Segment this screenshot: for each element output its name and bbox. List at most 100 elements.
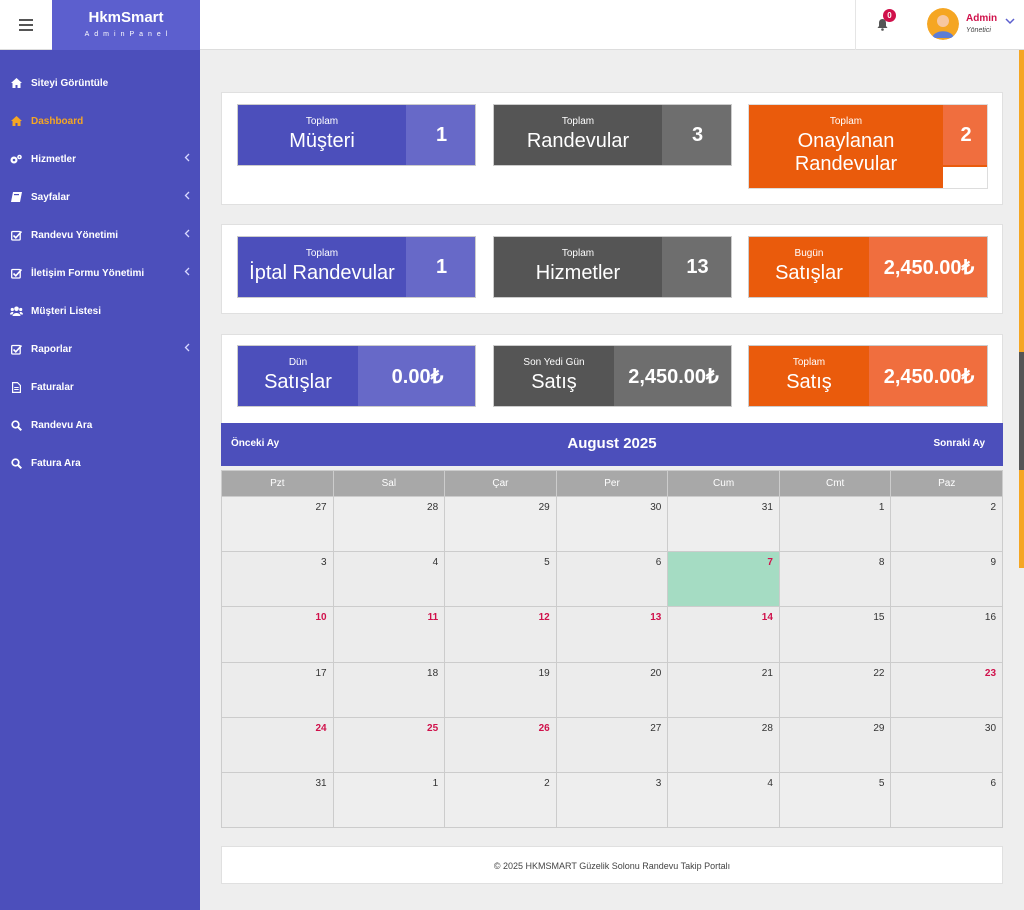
sidebar-item-3[interactable]: Hizmetler (0, 147, 200, 171)
calendar-day[interactable]: 16 (891, 607, 1004, 663)
calendar-day-today[interactable]: 7 (668, 552, 780, 608)
stat-card-total-appointments[interactable]: Toplam Randevular 3 (493, 104, 732, 166)
sidebar-item-6[interactable]: İletişim Formu Yönetimi (0, 261, 200, 285)
scrollbar-thumb[interactable] (1019, 352, 1024, 470)
sidebar-item-5[interactable]: Randevu Yönetimi (0, 223, 200, 247)
calendar-day[interactable]: 25 (333, 717, 446, 773)
user-menu[interactable]: Admin Yönetici (925, 6, 1020, 44)
sidebar-item-label: Fatura Ara (31, 457, 81, 469)
sidebar-item-8[interactable]: Raporlar (0, 337, 200, 361)
stat-card-total-sales[interactable]: Toplam Satış 2,450.00₺ (748, 345, 988, 407)
calendar-day[interactable]: 31 (222, 772, 334, 829)
stat-card-yesterday-sales[interactable]: Dün Satışlar 0.00₺ (237, 345, 476, 407)
chevron-left-icon (184, 191, 190, 203)
user-role: Yönetici (966, 27, 991, 34)
sidebar: Siteyi Görüntüle Dashboard Hizmetler Sayfal… (0, 50, 200, 910)
calendar-day[interactable]: 28 (333, 497, 446, 553)
cogs-icon (9, 152, 23, 166)
calendar-day[interactable]: 8 (779, 552, 892, 608)
sidebar-item-label: Randevu Yönetimi (31, 229, 119, 241)
calendar-day[interactable]: 27 (222, 497, 334, 553)
calendar-day[interactable]: 23 (891, 662, 1004, 718)
stat-big-label: Onaylanan Randevular (794, 130, 898, 175)
calendar-day[interactable]: 29 (445, 497, 557, 553)
calendar-day[interactable]: 27 (556, 717, 669, 773)
calendar-day[interactable]: 14 (668, 607, 780, 663)
brand-logo[interactable]: HkmSmart AdminPanel (52, 0, 200, 50)
calendar-grid: Pzt Sal Çar Per Cum Cmt Paz 27 28 29 30 31 1 2 3 4 5 6 7 8 9… (221, 470, 1004, 829)
chevron-left-icon (184, 343, 190, 355)
calendar-day[interactable]: 30 (891, 717, 1004, 773)
calendar-week-row: 31 1 2 3 4 5 6 (222, 772, 1004, 829)
calendar-day[interactable]: 31 (668, 497, 780, 553)
weekday-header-row: Pzt Sal Çar Per Cum Cmt Paz (222, 471, 1004, 497)
sidebar-item-label: Müşteri Listesi (31, 305, 102, 317)
calendar-day[interactable]: 18 (333, 662, 446, 718)
calendar-day[interactable]: 29 (779, 717, 892, 773)
notification-count-badge: 0 (883, 9, 896, 22)
stat-card-cancelled-appointments[interactable]: Toplam İptal Randevular 1 (237, 236, 476, 298)
stat-big-label: Satışlar (264, 371, 332, 393)
calendar-day[interactable]: 3 (556, 772, 669, 829)
stat-card-approved-appointments[interactable]: Toplam Onaylanan Randevular 2 (748, 104, 988, 189)
calendar-day[interactable]: 6 (556, 552, 669, 608)
calendar-day[interactable]: 19 (445, 662, 557, 718)
calendar-day[interactable]: 15 (779, 607, 892, 663)
chevron-left-icon (184, 153, 190, 165)
next-month-button[interactable]: Sonraki Ay (933, 438, 986, 449)
calendar-day[interactable]: 5 (779, 772, 892, 829)
stat-small-label: Toplam (561, 248, 595, 259)
sidebar-item-label: Siteyi Görüntüle (31, 77, 109, 89)
sidebar-item-9[interactable]: Faturalar (0, 375, 200, 399)
notifications-button[interactable]: 0 (855, 0, 910, 50)
calendar-week-row: 27 28 29 30 31 1 2 (222, 497, 1004, 553)
calendar-day[interactable]: 17 (222, 662, 334, 718)
calendar-day[interactable]: 10 (222, 607, 334, 663)
sidebar-item-11[interactable]: Fatura Ara (0, 451, 200, 475)
stat-card-last-seven-days-sales[interactable]: Son Yedi Gün Satış 2,450.00₺ (493, 345, 732, 407)
stat-big-label: Satış (786, 371, 832, 393)
menu-toggle-button[interactable] (0, 0, 52, 50)
stat-card-total-customers[interactable]: Toplam Müşteri 1 (237, 104, 476, 166)
stat-value: 13 (662, 237, 731, 297)
sidebar-item-7[interactable]: Müşteri Listesi (0, 299, 200, 323)
calendar-day[interactable]: 22 (779, 662, 892, 718)
sidebar-item-2[interactable]: Dashboard (0, 109, 200, 133)
sidebar-item-4[interactable]: Sayfalar (0, 185, 200, 209)
stat-card-total-services[interactable]: Toplam Hizmetler 13 (493, 236, 732, 298)
sidebar-item-1[interactable]: Siteyi Görüntüle (0, 71, 200, 95)
calendar-day[interactable]: 2 (891, 497, 1004, 553)
calendar-day[interactable]: 24 (222, 717, 334, 773)
stat-card-today-sales[interactable]: Bugün Satışlar 2,450.00₺ (748, 236, 988, 298)
weekday-header: Per (556, 471, 669, 497)
check-square-icon (9, 342, 23, 356)
calendar-week-row: 17 18 19 20 21 22 23 (222, 662, 1004, 718)
calendar-day[interactable]: 20 (556, 662, 669, 718)
previous-month-button[interactable]: Önceki Ay (231, 438, 280, 449)
calendar-day[interactable]: 13 (556, 607, 669, 663)
calendar-day[interactable]: 1 (779, 497, 892, 553)
scrollbar-track[interactable] (1019, 50, 1024, 568)
sidebar-item-label: Raporlar (31, 343, 73, 355)
calendar-day[interactable]: 1 (333, 772, 446, 829)
stat-big-label: Hizmetler (535, 262, 621, 284)
stat-small-label: Toplam (792, 357, 826, 368)
sidebar-item-10[interactable]: Randevu Ara (0, 413, 200, 437)
calendar-day[interactable]: 2 (445, 772, 557, 829)
calendar-day[interactable]: 3 (222, 552, 334, 608)
top-bar: HkmSmart AdminPanel 0 Admin Yönetici (0, 0, 1024, 50)
stat-value: 2,450.00₺ (869, 346, 987, 406)
calendar-day[interactable]: 26 (445, 717, 557, 773)
calendar-day[interactable]: 11 (333, 607, 446, 663)
calendar-day[interactable]: 4 (333, 552, 446, 608)
calendar-day[interactable]: 12 (445, 607, 557, 663)
calendar-day[interactable]: 6 (891, 772, 1004, 829)
calendar-day[interactable]: 4 (668, 772, 780, 829)
stats-panel-1: Toplam Müşteri 1 Toplam Randevular 3 Topla… (221, 92, 1003, 205)
stat-small-label: Toplam (305, 116, 339, 127)
calendar-day[interactable]: 28 (668, 717, 780, 773)
calendar-day[interactable]: 30 (556, 497, 669, 553)
calendar-day[interactable]: 21 (668, 662, 780, 718)
calendar-day[interactable]: 9 (891, 552, 1004, 608)
calendar-day[interactable]: 5 (445, 552, 557, 608)
